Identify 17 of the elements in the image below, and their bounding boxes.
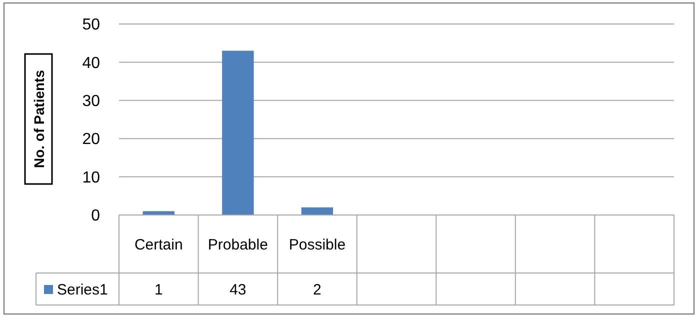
data-label: 43 — [230, 281, 246, 298]
data-label: 1 — [154, 281, 163, 298]
y-tick-label: 10 — [82, 169, 100, 186]
bar — [142, 211, 174, 215]
y-tick-label: 50 — [82, 16, 100, 34]
y-axis-title: No. of Patients — [31, 70, 47, 168]
bar — [301, 207, 334, 215]
bar — [222, 50, 254, 215]
x-tick-label: Certain — [134, 236, 183, 254]
data-label: 2 — [313, 281, 322, 298]
y-tick-label: 40 — [82, 54, 100, 72]
x-tick-label: Probable — [208, 236, 268, 254]
y-tick-label: 20 — [82, 131, 100, 148]
y-tick-label: 30 — [82, 93, 100, 110]
legend-label: Series1 — [57, 281, 108, 298]
y-tick-label: 0 — [91, 208, 100, 225]
x-tick-label: Possible — [288, 236, 346, 254]
